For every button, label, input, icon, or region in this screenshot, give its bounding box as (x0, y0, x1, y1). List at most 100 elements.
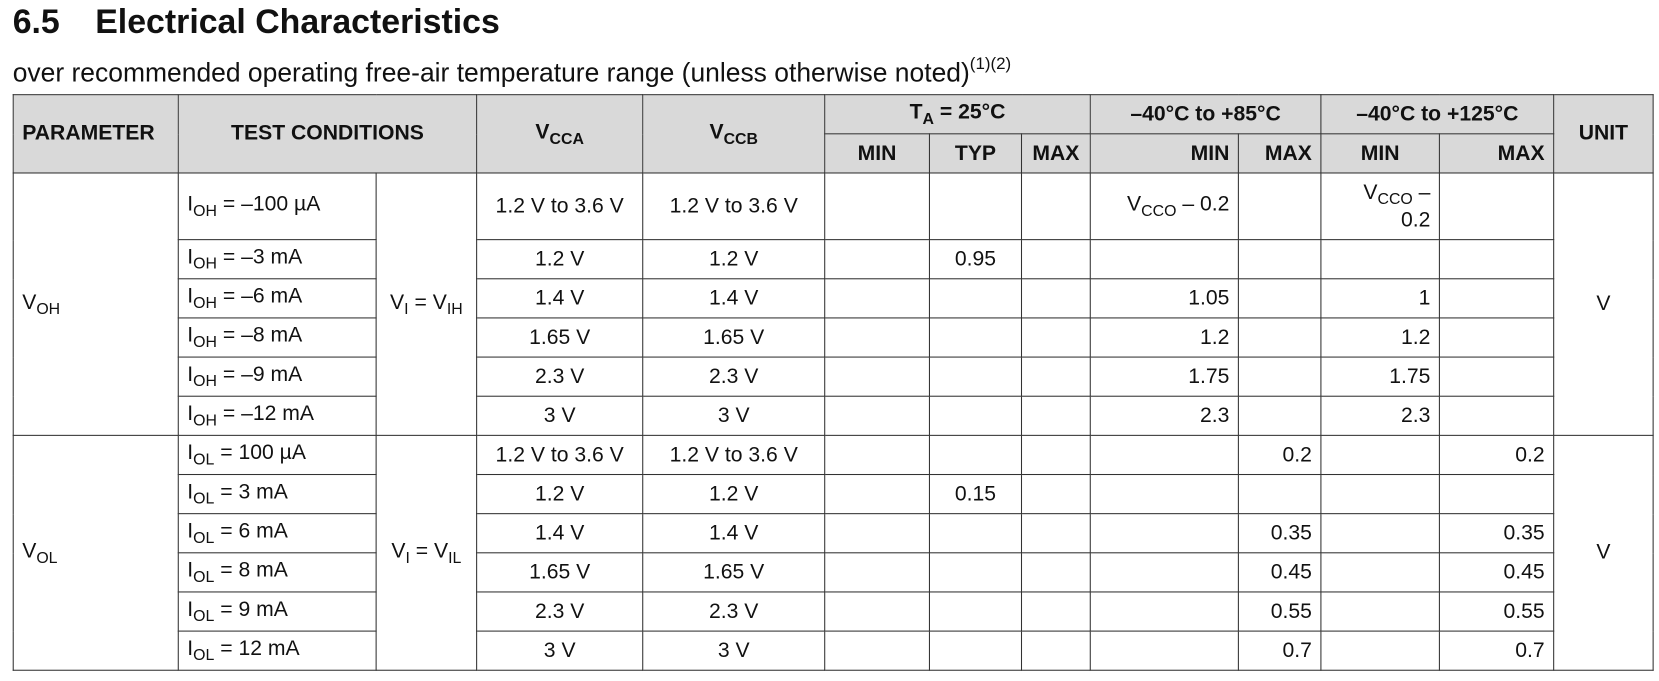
cell-text: 0.35 (1270, 521, 1312, 545)
cell-text: MIN (1190, 141, 1230, 165)
subscript: I (404, 299, 409, 318)
cell-text: –40°C to +125°C (1356, 102, 1519, 126)
cell-text: 0.35 (1503, 521, 1545, 545)
cell-text: 2.3 V (709, 364, 759, 388)
data-cell (1438, 356, 1555, 397)
data-cell: 1.4 V (642, 278, 826, 319)
cell-text: = 12 mA (214, 636, 300, 661)
cell-text: 1.05 (1188, 286, 1230, 310)
cell-text: V (22, 290, 37, 314)
data-row: IOL = 3 mA 1.2 V 1.2 V 0.15 (13, 473, 1653, 515)
data-row: IOH = –6 mA 1.4 V 1.4 V 1.05 1 (13, 278, 1653, 319)
header-cell: –40°C to +125°C (1320, 94, 1555, 135)
header-cell: MAX (1237, 133, 1322, 174)
cell-text: PARAMETER (22, 121, 155, 145)
data-cell (1020, 434, 1091, 476)
data-cell: 1.05 (1089, 278, 1239, 319)
data-cell: 0.7 (1438, 630, 1555, 671)
data-cell: 1.2 V (476, 239, 644, 280)
data-cell (824, 317, 930, 358)
data-cell: IOL = 12 mA (177, 630, 377, 671)
data-cell: 3 V (642, 395, 826, 436)
data-cell (824, 356, 930, 397)
subtitle: over recommended operating free-air temp… (13, 55, 1012, 89)
data-cell (824, 172, 930, 241)
cell-text: 2.3 V (709, 599, 759, 623)
data-cell (824, 395, 930, 436)
cell-text: 1.65 V (703, 560, 765, 584)
subscript: OL (193, 529, 215, 547)
cell-text: 1.2 V to 3.6 V (495, 442, 624, 467)
header-row: MIN TYP MAX MIN MAX MIN MAX (13, 133, 1653, 174)
subscript: OH (36, 299, 61, 318)
data-cell: 1.2 V to 3.6 V (642, 434, 826, 476)
data-cell: 3 V (642, 630, 826, 671)
data-cell (1438, 172, 1555, 241)
cell-text: 2.3 V (534, 364, 585, 388)
subscript: IL (448, 548, 462, 567)
data-cell: 1.2 (1320, 317, 1440, 358)
header-cell: TEST CONDITIONS (177, 94, 478, 174)
cell-text: UNIT (1578, 121, 1629, 145)
data-cell: 2.3 V (476, 591, 644, 632)
subscript: A (922, 110, 934, 129)
cell-text: I (187, 402, 194, 426)
cell-text: 1.4 V (709, 286, 759, 310)
subscript: OH (193, 333, 217, 352)
data-cell (1237, 473, 1322, 515)
data-cell: 0.95 (928, 239, 1023, 280)
cell-text: TEST CONDITIONS (231, 121, 424, 145)
data-row: IOH = –8 mA 1.65 V 1.65 V 1.2 1.2 (13, 317, 1653, 358)
cell-text: I (187, 519, 194, 543)
header-cell: MIN (1089, 133, 1239, 174)
data-cell (824, 434, 930, 476)
cell-text: 0.45 (1270, 560, 1312, 584)
data-cell (1320, 239, 1440, 280)
cell-text: = 25°C (933, 100, 1006, 124)
cell-text: I (187, 362, 194, 387)
data-cell (928, 552, 1023, 593)
data-cell (1320, 513, 1440, 554)
cell-text: V (1127, 192, 1142, 216)
cell-text: 1.2 V (534, 247, 585, 271)
data-cell (1020, 591, 1091, 632)
data-cell: 2.3 V (476, 356, 644, 397)
cell-text: I (187, 480, 194, 504)
cell-text: 3 V (717, 638, 750, 662)
data-cell: IOH = –12 mA (177, 395, 377, 436)
data-cell: IOL = 8 mA (177, 552, 377, 593)
cell-text: 0.95 (954, 247, 997, 271)
data-cell (1089, 239, 1239, 280)
data-cell (1237, 356, 1322, 397)
data-cell: IOH = –100 µA (177, 172, 377, 241)
data-cell: 1.4 V (642, 513, 826, 554)
cell-text: = 9 mA (214, 597, 288, 622)
data-cell: IOL = 6 mA (177, 513, 377, 554)
cell-text: 3 V (543, 403, 576, 427)
cell-text: – 0.2 (1400, 180, 1431, 232)
cell-text: = 3 mA (214, 480, 288, 504)
data-cell: IOH = –6 mA (177, 278, 377, 319)
data-cell (1237, 395, 1322, 436)
data-cell (824, 552, 930, 593)
data-cell: 1.75 (1089, 356, 1239, 397)
header-cell: MAX (1438, 133, 1555, 174)
header-cell: VCCB (642, 94, 826, 174)
data-cell (1089, 591, 1239, 632)
cell-text: 1.4 V (534, 286, 585, 310)
footnote-ref: (2) (990, 55, 1012, 74)
data-cell: 1.2 V to 3.6 V (476, 434, 644, 476)
subscript: IH (446, 299, 463, 318)
cell-text: 0.45 (1503, 560, 1545, 584)
cell-text: 1.4 V (534, 521, 585, 545)
data-cell: VCCO – 0.2 (1320, 172, 1440, 241)
cell-text: MAX (1032, 141, 1080, 165)
data-cell (1020, 317, 1091, 358)
data-cell: 1 (1320, 278, 1440, 319)
data-cell: 1.2 (1089, 317, 1239, 358)
data-cell: 0.35 (1438, 513, 1555, 554)
spec-table: PARAMETER TEST CONDITIONS VCCA VCCB TA = 25°… (12, 94, 1654, 671)
cell-text: V (1363, 180, 1378, 204)
header-cell: MAX (1020, 133, 1091, 174)
cell-text: 1.2 V to 3.6 V (669, 442, 798, 467)
